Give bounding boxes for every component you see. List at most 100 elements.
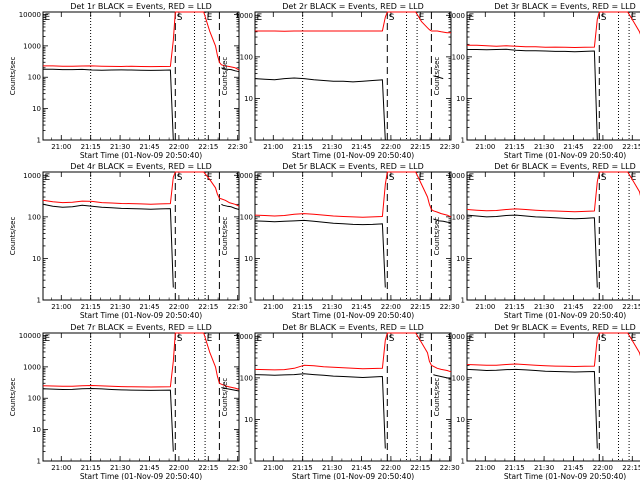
- series-line-events-tail: [221, 387, 240, 392]
- detector-plot-8: Det 8r BLACK = Events, RED = LLD 1 10 100 10…: [221, 323, 460, 480]
- series-line-lld: [254, 171, 452, 218]
- event-marker-label: E: [207, 173, 213, 183]
- detector-plot-1: Det 1r BLACK = Events, RED = LLD 1 10 100 10…: [9, 2, 248, 160]
- y-tick-label: 1: [461, 137, 465, 145]
- event-marker-label: E: [469, 334, 475, 344]
- plot-title: Det 5r BLACK = Events, RED = LLD: [282, 162, 424, 171]
- y-tick-label: 10: [244, 95, 253, 103]
- series-line-events: [466, 214, 598, 288]
- x-tick-label: 21:15: [81, 303, 101, 311]
- y-tick-label: 10: [244, 255, 253, 263]
- plot-title: Det 1r BLACK = Events, RED = LLD: [70, 2, 212, 11]
- series-line-events-tail: [221, 67, 240, 73]
- y-axis-label: Counts/sec: [433, 57, 441, 96]
- y-tick-label: 100: [28, 213, 41, 221]
- plot-title: Det 8r BLACK = Events, RED = LLD: [282, 323, 424, 332]
- y-axis-label: Counts/sec: [221, 378, 229, 417]
- y-tick-label: 10: [244, 416, 253, 424]
- x-axis-label: Start Time (01-Nov-09 20:50:40): [80, 311, 202, 320]
- x-tick-label: 22:15: [410, 464, 430, 472]
- x-tick-label: 22:30: [440, 303, 460, 311]
- y-tick-label: 100: [240, 213, 253, 221]
- series-line-events: [43, 68, 174, 141]
- x-tick-label: 21:00: [475, 143, 495, 151]
- x-tick-label: 21:45: [351, 303, 371, 311]
- event-marker-label: E: [45, 334, 51, 344]
- plot-title: Det 4r BLACK = Events, RED = LLD: [70, 162, 212, 171]
- series-line-events: [254, 219, 386, 288]
- x-tick-label: 22:00: [381, 464, 401, 472]
- event-marker-label: S: [177, 334, 183, 344]
- x-tick-label: 22:30: [440, 143, 460, 151]
- y-tick-label: 10: [32, 426, 41, 434]
- x-tick-label: 21:15: [81, 464, 101, 472]
- y-tick-label: 10: [32, 255, 41, 263]
- x-tick-label: 22:30: [228, 464, 248, 472]
- x-tick-label: 21:45: [563, 464, 583, 472]
- event-marker-label: E: [631, 173, 637, 183]
- detector-plot-2: Det 2r BLACK = Events, RED = LLD 1 10 100 10…: [221, 2, 460, 160]
- event-marker-label: E: [257, 334, 263, 344]
- series-line-lld: [43, 11, 240, 71]
- x-axis-label: Start Time (01-Nov-09 20:50:40): [504, 311, 626, 320]
- y-tick-label: 10: [456, 255, 465, 263]
- series-line-events-tail: [433, 75, 444, 80]
- x-tick-label: 22:15: [198, 464, 218, 472]
- y-tick-label: 100: [452, 374, 465, 382]
- event-marker-label: S: [177, 13, 183, 23]
- x-tick-label: 22:15: [410, 303, 430, 311]
- y-tick-label: 1: [249, 137, 253, 145]
- event-marker-label: S: [389, 334, 395, 344]
- y-axis-label: Counts/sec: [9, 378, 17, 417]
- x-tick-label: 22:15: [622, 303, 640, 311]
- plot-title: Det 3r BLACK = Events, RED = LLD: [494, 2, 636, 11]
- event-marker-label: E: [419, 173, 425, 183]
- x-tick-label: 21:15: [293, 464, 313, 472]
- plot-title: Det 2r BLACK = Events, RED = LLD: [282, 2, 424, 11]
- x-tick-label: 21:30: [322, 303, 342, 311]
- x-axis-label: Start Time (01-Nov-09 20:50:40): [504, 151, 626, 160]
- x-tick-label: 21:30: [534, 303, 554, 311]
- x-axis-label: Start Time (01-Nov-09 20:50:40): [80, 472, 202, 480]
- detector-plot-7: Det 7r BLACK = Events, RED = LLD 1 10 100 10…: [9, 323, 248, 480]
- x-tick-label: 22:15: [198, 143, 218, 151]
- series-line-lld: [42, 171, 240, 207]
- plot-frame: [42, 11, 240, 141]
- x-tick-label: 21:00: [51, 464, 71, 472]
- x-tick-label: 21:15: [505, 464, 525, 472]
- event-marker-label: E: [45, 13, 51, 23]
- series-line-lld: [466, 171, 640, 213]
- event-marker-label: S: [601, 13, 607, 23]
- plot-frame: [466, 11, 640, 141]
- x-tick-label: 22:30: [228, 303, 248, 311]
- x-tick-label: 21:00: [263, 464, 283, 472]
- x-tick-label: 22:15: [622, 464, 640, 472]
- x-tick-label: 21:30: [534, 143, 554, 151]
- series-line-events: [467, 48, 598, 141]
- event-marker-label: E: [207, 334, 213, 344]
- x-tick-label: 21:45: [139, 303, 159, 311]
- y-tick-label: 1000: [23, 42, 41, 50]
- x-tick-label: 21:45: [139, 464, 159, 472]
- y-tick-label: 1: [461, 458, 465, 466]
- x-axis-label: Start Time (01-Nov-09 20:50:40): [80, 151, 202, 160]
- x-tick-label: 22:00: [593, 303, 613, 311]
- y-tick-label: 1: [37, 458, 41, 466]
- event-marker-label: E: [257, 173, 263, 183]
- x-tick-label: 22:00: [381, 143, 401, 151]
- y-tick-label: 1: [461, 297, 465, 305]
- x-tick-label: 21:30: [110, 464, 130, 472]
- y-tick-label: 1000: [447, 12, 465, 20]
- y-tick-label: 100: [240, 374, 253, 382]
- x-tick-label: 21:15: [505, 303, 525, 311]
- event-marker-label: S: [389, 173, 395, 183]
- series-line-lld: [467, 11, 640, 48]
- series-line-lld: [255, 11, 451, 34]
- x-tick-label: 22:30: [440, 464, 460, 472]
- y-tick-label: 10: [456, 95, 465, 103]
- y-tick-label: 100: [452, 53, 465, 61]
- detector-plot-3: Det 3r BLACK = Events, RED = LLD 1 10 100 10…: [433, 2, 640, 160]
- x-tick-label: 22:00: [593, 143, 613, 151]
- y-axis-label: Counts/sec: [433, 217, 441, 256]
